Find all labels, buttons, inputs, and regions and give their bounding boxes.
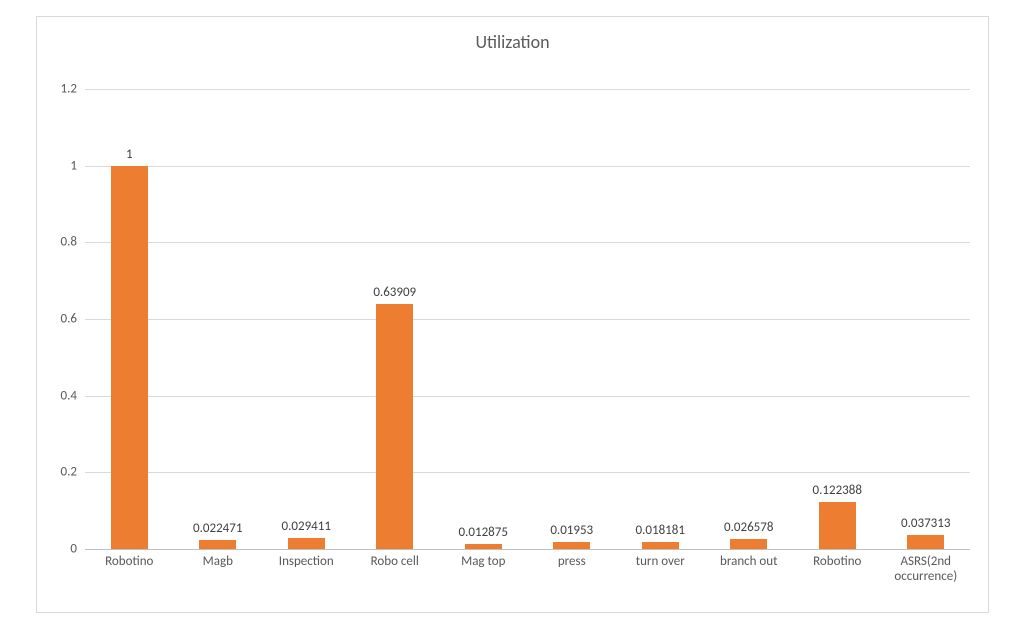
y-tick-label: 1 (70, 158, 85, 173)
bar-value-label: 0.029411 (282, 519, 331, 538)
gridline (85, 89, 970, 90)
bar-value-label: 0.012875 (459, 525, 508, 544)
x-tick-label: Inspection (279, 549, 334, 570)
x-tick-label: Mag top (461, 549, 505, 570)
y-tick-label: 0 (70, 542, 85, 557)
gridline (85, 166, 970, 167)
bar: 0.037313 (907, 535, 944, 549)
bar: 0.018181 (642, 542, 679, 549)
bar-value-label: 0.037313 (901, 516, 950, 535)
y-tick-label: 1.2 (61, 82, 85, 97)
x-tick-label: press (558, 549, 586, 570)
chart-title: Utilization (37, 31, 988, 53)
gridline (85, 242, 970, 243)
bar: 0.01953 (553, 542, 590, 549)
y-tick-label: 0.4 (61, 388, 85, 403)
gridline (85, 396, 970, 397)
y-tick-label: 0.8 (61, 235, 85, 250)
x-tick-label: ASRS(2ndoccurrence) (894, 549, 957, 585)
y-tick-label: 0.2 (61, 465, 85, 480)
gridline (85, 472, 970, 473)
bar: 0.026578 (730, 539, 767, 549)
bar: 0.022471 (199, 540, 236, 549)
x-tick-label: Magb (203, 549, 233, 570)
bar-value-label: 0.026578 (724, 520, 773, 539)
y-tick-label: 0.6 (61, 312, 85, 327)
bar-value-label: 0.01953 (550, 523, 593, 542)
bar-value-label: 1 (126, 147, 133, 166)
chart-frame: Utilization00.20.40.60.811.21Robotino0.0… (36, 16, 989, 613)
x-tick-label: branch out (720, 549, 777, 570)
bar: 1 (111, 166, 148, 549)
bar-value-label: 0.018181 (636, 523, 685, 542)
bar: 0.029411 (288, 538, 325, 549)
x-tick-label: Robotino (105, 549, 153, 570)
bar-value-label: 0.022471 (193, 521, 242, 540)
bar-value-label: 0.63909 (373, 285, 416, 304)
bar-value-label: 0.122388 (813, 483, 862, 502)
x-tick-label: Robotino (813, 549, 861, 570)
bar: 0.63909 (376, 304, 413, 549)
x-tick-label: Robo cell (371, 549, 419, 570)
gridline (85, 319, 970, 320)
plot-area: 00.20.40.60.811.21Robotino0.022471Magb0.… (85, 89, 970, 549)
bar: 0.122388 (819, 502, 856, 549)
x-tick-label: turn over (636, 549, 685, 570)
